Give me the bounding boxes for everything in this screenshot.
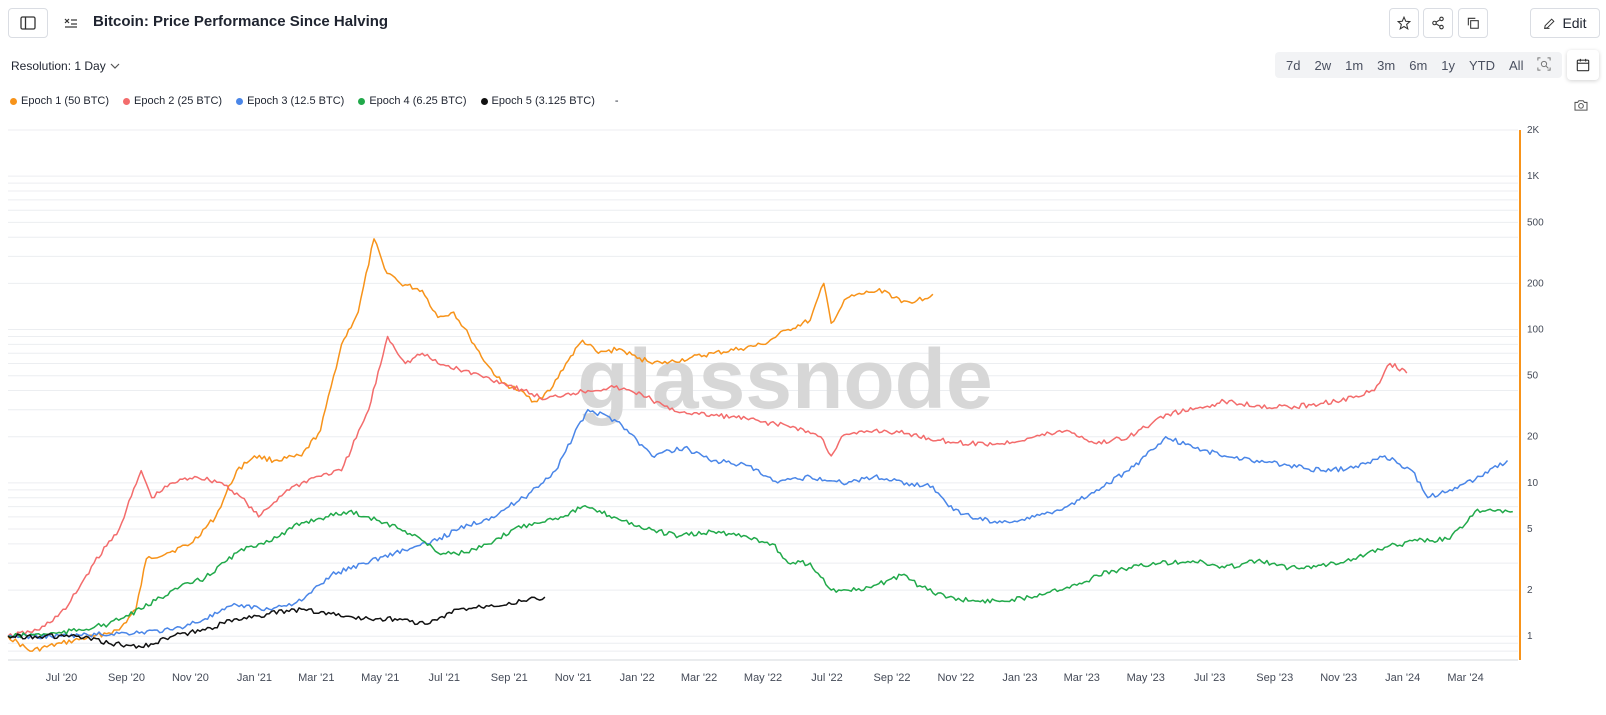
legend-label: Epoch 2 (25 BTC) — [134, 95, 223, 107]
legend-item-epoch-4[interactable]: Epoch 4 (6.25 BTC) — [358, 95, 467, 107]
x-tick-label: Sep '20 — [108, 672, 145, 684]
favorite-button[interactable] — [1389, 8, 1419, 38]
page-title: Bitcoin: Price Performance Since Halving — [93, 13, 389, 30]
zoom-icon — [1537, 56, 1552, 71]
edit-button[interactable]: Edit — [1530, 8, 1600, 38]
x-tick-label: Sep '23 — [1256, 672, 1293, 684]
camera-icon — [1574, 100, 1588, 111]
range-1y[interactable]: 1y — [1441, 57, 1456, 73]
legend-dot — [236, 97, 244, 105]
x-tick-label: May '22 — [744, 672, 782, 684]
chevron-down-icon — [110, 63, 120, 69]
legend-dot — [358, 97, 366, 105]
sidebar-icon — [20, 16, 36, 30]
y-tick-label: 500 — [1527, 217, 1544, 228]
x-tick-label: Jan '24 — [1385, 672, 1420, 684]
x-tick-label: May '23 — [1127, 672, 1165, 684]
zoom-select-button[interactable] — [1530, 56, 1558, 74]
y-tick-label: 20 — [1527, 432, 1539, 443]
legend-item-epoch-1[interactable]: Epoch 1 (50 BTC) — [10, 95, 109, 107]
star-icon — [1397, 16, 1411, 30]
range-3m[interactable]: 3m — [1377, 57, 1396, 73]
x-tick-label: Mar '22 — [681, 672, 717, 684]
x-tick-label: Sep '21 — [491, 672, 528, 684]
x-tick-label: Jul '23 — [1194, 672, 1225, 684]
range-6m[interactable]: 6m — [1409, 57, 1428, 73]
x-tick-label: Nov '21 — [555, 672, 592, 684]
edit-label: Edit — [1562, 15, 1587, 31]
legend-label: Epoch 1 (50 BTC) — [21, 95, 110, 107]
legend-item-epoch-3[interactable]: Epoch 3 (12.5 BTC) — [236, 95, 344, 107]
x-tick-label: Jul '20 — [46, 672, 77, 684]
calendar-button[interactable] — [1567, 50, 1599, 80]
x-tick-label: Mar '23 — [1064, 672, 1100, 684]
y-tick-label: 1K — [1527, 171, 1540, 182]
legend-dot — [10, 97, 17, 105]
x-tick-label: Nov '20 — [172, 672, 209, 684]
settings-list-icon — [64, 18, 77, 28]
sidebar-toggle-button[interactable] — [8, 8, 48, 38]
x-tick-label: Jul '22 — [811, 672, 842, 684]
top-bar: Bitcoin: Price Performance Since Halving… — [0, 0, 1606, 46]
y-tick-label: 200 — [1527, 278, 1544, 289]
range-ytd[interactable]: YTD — [1469, 57, 1496, 73]
y-tick-label: 10 — [1527, 478, 1539, 489]
x-tick-label: Jul '21 — [428, 672, 459, 684]
metric-settings-button[interactable] — [63, 15, 79, 36]
series-line-epoch-4[interactable] — [7, 504, 1513, 639]
legend-dot — [123, 97, 131, 105]
y-tick-label: 5 — [1527, 524, 1533, 535]
range-all[interactable]: All — [1509, 57, 1524, 73]
share-icon — [1432, 16, 1444, 30]
price-performance-chart[interactable]: glassnode 1 2 5 10 20 50 100 200 500 1K 2K Jul '20… — [0, 120, 1606, 712]
x-tick-label: Mar '21 — [298, 672, 334, 684]
legend-label: Epoch 4 (6.25 BTC) — [369, 95, 467, 107]
x-tick-label: May '21 — [361, 672, 399, 684]
x-tick-label: Jan '21 — [237, 672, 272, 684]
duplicate-button[interactable] — [1458, 8, 1488, 38]
series-line-epoch-1[interactable] — [7, 238, 934, 652]
legend-dot — [480, 97, 488, 105]
x-tick-label: Nov '23 — [1320, 672, 1357, 684]
x-tick-label: Jan '23 — [1002, 672, 1037, 684]
series-line-epoch-5[interactable] — [7, 596, 546, 649]
x-axis-ticks: Jul '20 Sep '20 Nov '20 Jan '21 Mar '21 May '… — [46, 672, 1484, 684]
x-tick-label: Mar '24 — [1447, 672, 1483, 684]
pencil-icon — [1544, 17, 1555, 29]
range-7d[interactable]: 7d — [1286, 57, 1301, 73]
x-tick-label: Jan '22 — [620, 672, 655, 684]
y-axis-ticks: 1 2 5 10 20 50 100 200 500 1K 2K — [1527, 125, 1544, 642]
legend-label: Epoch 3 (12.5 BTC) — [247, 95, 345, 107]
share-button[interactable] — [1423, 8, 1453, 38]
series-line-epoch-3[interactable] — [7, 408, 1509, 640]
watermark: glassnode — [577, 332, 992, 426]
copy-icon — [1467, 17, 1479, 29]
y-tick-label: 2 — [1527, 585, 1533, 596]
resolution-dropdown[interactable]: Resolution: 1 Day — [11, 59, 120, 73]
calendar-icon — [1576, 58, 1590, 72]
series-line-epoch-2[interactable] — [7, 335, 1408, 638]
range-selector: 7d 2w 1m 3m 6m 1y YTD All — [1275, 52, 1563, 78]
y-tick-label: 50 — [1527, 371, 1539, 382]
legend-item-epoch-5[interactable]: Epoch 5 (3.125 BTC) — [480, 95, 595, 107]
grid-lines — [8, 129, 1518, 661]
chart-legend: Epoch 1 (50 BTC) Epoch 2 (25 BTC) Epoch … — [10, 95, 619, 107]
series-lines — [7, 238, 1513, 652]
x-tick-label: Nov '22 — [937, 672, 974, 684]
legend-label: Epoch 5 (3.125 BTC) — [491, 95, 595, 107]
legend-extra: - — [614, 95, 619, 107]
y-tick-label: 100 — [1527, 325, 1544, 336]
screenshot-button[interactable] — [1574, 98, 1594, 114]
resolution-label: Resolution: 1 Day — [11, 59, 106, 73]
legend-item-epoch-2[interactable]: Epoch 2 (25 BTC) — [123, 95, 222, 107]
y-tick-label: 2K — [1527, 125, 1540, 136]
y-tick-label: 1 — [1527, 631, 1533, 642]
range-2w[interactable]: 2w — [1314, 57, 1332, 73]
x-tick-label: Sep '22 — [873, 672, 910, 684]
range-1m[interactable]: 1m — [1345, 57, 1364, 73]
